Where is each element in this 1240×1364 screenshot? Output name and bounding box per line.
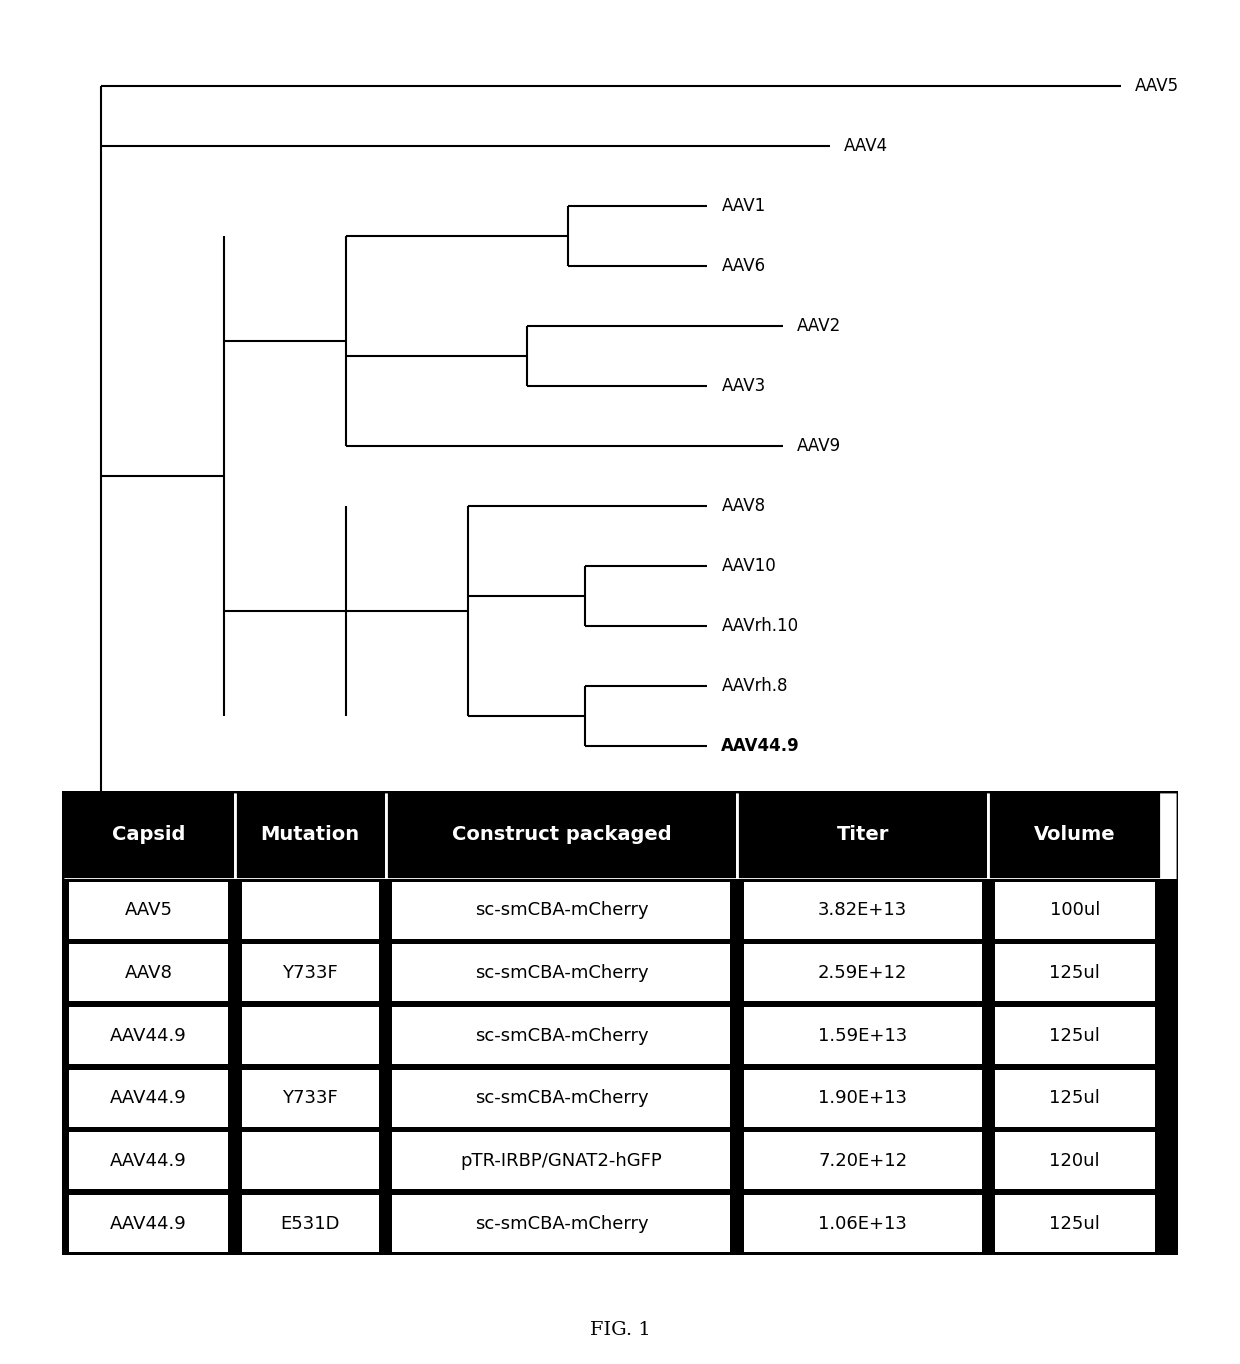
Bar [242,1007,379,1064]
Text: sc-smCBA-mCherry: sc-smCBA-mCherry [475,1027,649,1045]
Bar [994,944,1154,1001]
Text: AAV44.9: AAV44.9 [110,1090,187,1108]
Bar [62,1192,1178,1255]
Bar [62,1067,1178,1129]
Bar [242,944,379,1001]
Text: sc-smCBA-mCherry: sc-smCBA-mCherry [475,1090,649,1108]
Text: AAV44.9: AAV44.9 [110,1027,187,1045]
Bar [994,881,1154,938]
Text: Titer: Titer [837,825,889,844]
Bar [62,941,1178,1004]
Text: AAV8: AAV8 [722,496,765,516]
Text: Construct packaged: Construct packaged [451,825,671,844]
Text: FIG. 1: FIG. 1 [590,1320,650,1339]
Text: Mutation: Mutation [260,825,360,844]
Bar [62,791,236,878]
Text: 3.82E+13: 3.82E+13 [818,902,908,919]
Bar [62,878,1178,941]
Bar [994,1069,1154,1127]
Bar [242,881,379,938]
Bar [242,1195,379,1252]
Text: AAVrh.10: AAVrh.10 [722,617,799,636]
Text: 0.1: 0.1 [113,869,138,884]
Text: AAV7: AAV7 [722,797,765,816]
Bar [392,881,730,938]
Text: 120ul: 120ul [1049,1151,1100,1170]
Text: AAV6: AAV6 [722,258,765,276]
Text: 1.06E+13: 1.06E+13 [818,1214,908,1233]
Text: AAV8: AAV8 [124,964,172,982]
Text: AAV1: AAV1 [722,198,765,216]
Bar [744,1195,982,1252]
Bar [386,791,737,878]
Bar [68,944,228,1001]
Bar [744,1132,982,1189]
Text: 100ul: 100ul [1049,902,1100,919]
Bar [994,1132,1154,1189]
Bar [242,1132,379,1189]
Text: sc-smCBA-mCherry: sc-smCBA-mCherry [475,902,649,919]
Bar [68,881,228,938]
Text: Volume: Volume [1034,825,1116,844]
Text: AAV44.9: AAV44.9 [110,1214,187,1233]
Text: Y733F: Y733F [283,1090,339,1108]
Bar [744,944,982,1001]
Text: 125ul: 125ul [1049,964,1100,982]
Bar [744,881,982,938]
Text: 7.20E+12: 7.20E+12 [818,1151,908,1170]
Bar [988,791,1161,878]
Text: pTR-IRBP/GNAT2-hGFP: pTR-IRBP/GNAT2-hGFP [460,1151,662,1170]
Bar [68,1132,228,1189]
Text: 2.59E+12: 2.59E+12 [818,964,908,982]
Text: AAV5: AAV5 [1135,78,1179,95]
Text: AAV44.9: AAV44.9 [110,1151,187,1170]
Text: AAV10: AAV10 [722,557,776,576]
Bar [392,1069,730,1127]
Bar [62,1129,1178,1192]
Text: AAV2: AAV2 [797,318,842,336]
Text: AAV4: AAV4 [843,138,888,155]
Bar [737,791,988,878]
Text: E531D: E531D [280,1214,340,1233]
Bar [236,791,386,878]
Text: 125ul: 125ul [1049,1027,1100,1045]
Bar [994,1195,1154,1252]
Text: 125ul: 125ul [1049,1090,1100,1108]
Text: AAV9: AAV9 [797,438,841,456]
Bar [392,944,730,1001]
Text: AAVrh.8: AAVrh.8 [722,677,787,696]
Text: 1.59E+13: 1.59E+13 [818,1027,908,1045]
Bar [242,1069,379,1127]
Text: Capsid: Capsid [112,825,185,844]
Bar [392,1132,730,1189]
Bar [392,1195,730,1252]
Bar [392,1007,730,1064]
Bar [744,1069,982,1127]
Text: AAV3: AAV3 [722,378,765,396]
Text: AAV44.9: AAV44.9 [722,737,800,756]
Bar [994,1007,1154,1064]
Bar [68,1195,228,1252]
Text: 125ul: 125ul [1049,1214,1100,1233]
Text: sc-smCBA-mCherry: sc-smCBA-mCherry [475,964,649,982]
Bar [68,1007,228,1064]
Text: sc-smCBA-mCherry: sc-smCBA-mCherry [475,1214,649,1233]
Bar [744,1007,982,1064]
Text: AAV5: AAV5 [124,902,172,919]
Text: 1.90E+13: 1.90E+13 [818,1090,908,1108]
Text: Y733F: Y733F [283,964,339,982]
Bar [68,1069,228,1127]
Bar [62,1004,1178,1067]
